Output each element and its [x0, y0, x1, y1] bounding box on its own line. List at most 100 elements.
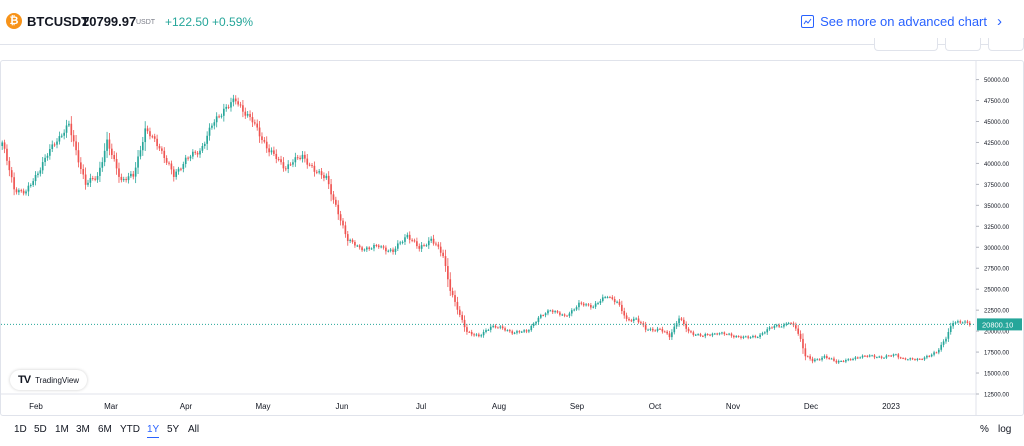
candle-body: [427, 240, 430, 246]
candle-body: [487, 329, 490, 331]
candle-body: [420, 245, 423, 249]
candle-body: [220, 115, 223, 117]
candle-body: [172, 169, 175, 177]
candle-body: [423, 245, 425, 247]
candle-body: [225, 106, 228, 109]
candle-body: [825, 356, 828, 359]
toolbar-tab[interactable]: [945, 38, 981, 51]
price-chart[interactable]: 50000.00 47500.00 45000.00 42500.00 40000.00…: [1, 61, 1023, 415]
candle-body: [237, 101, 239, 105]
candle-body: [964, 321, 966, 323]
candle-body: [592, 306, 595, 308]
candle-body: [387, 250, 390, 252]
candle-body: [806, 356, 809, 358]
advanced-chart-link[interactable]: See more on advanced chart ›: [801, 13, 1002, 30]
candle-body: [649, 328, 652, 330]
candle-body: [49, 148, 51, 156]
candle-body: [277, 159, 280, 161]
candle-body: [301, 154, 304, 159]
candle-body: [268, 148, 270, 153]
candle-body: [952, 323, 954, 327]
candle-body: [201, 145, 204, 151]
candle-body: [451, 290, 454, 296]
candle-body: [253, 122, 256, 124]
candle-body: [323, 175, 325, 179]
range-1d-button[interactable]: 1D: [14, 424, 27, 435]
candle-body: [335, 199, 337, 205]
log-scale-button[interactable]: log: [998, 424, 1012, 435]
candle-body: [68, 123, 70, 126]
percent-scale-button[interactable]: %: [980, 424, 989, 435]
candle-body: [661, 328, 664, 332]
candle-body: [666, 331, 668, 334]
x-tick-label: Oct: [649, 402, 662, 411]
candle-body: [125, 179, 127, 181]
range-3m-button[interactable]: 3M: [76, 424, 90, 435]
candle-body: [809, 356, 811, 359]
candle-body: [234, 98, 237, 102]
candle-body: [706, 333, 709, 335]
range-5d-button[interactable]: 5D: [34, 424, 47, 435]
toolbar-tab[interactable]: [988, 38, 1024, 51]
candle-body: [346, 234, 349, 242]
range-1y-button[interactable]: 1Y: [147, 424, 160, 438]
chart-frame[interactable]: 50000.00 47500.00 45000.00 42500.00 40000.00…: [0, 60, 1024, 416]
candle-body: [852, 358, 854, 360]
candle-body: [845, 359, 847, 362]
candle-body: [868, 355, 871, 357]
candle-body: [196, 152, 199, 155]
candle-body: [949, 326, 952, 333]
candle-body: [396, 243, 399, 249]
candle-body: [902, 357, 904, 359]
candle-body: [816, 359, 819, 361]
candle-body: [687, 328, 690, 332]
y-tick-label: 32500.00: [984, 225, 1010, 231]
candle-body: [6, 148, 8, 161]
candle-body: [208, 127, 211, 136]
candle-body: [389, 249, 392, 251]
symbol-name[interactable]: BTCUSDT: [27, 14, 90, 29]
x-tick-label: Aug: [492, 402, 506, 411]
candle-body: [678, 318, 680, 324]
candle-body: [25, 191, 27, 194]
candle-body: [473, 334, 475, 336]
candle-body: [911, 358, 914, 360]
range-6m-button[interactable]: 6M: [98, 424, 112, 435]
candle-body: [182, 163, 185, 170]
candle-body: [787, 323, 790, 325]
candle-body: [242, 105, 244, 112]
range-5y-button[interactable]: 5Y: [167, 424, 180, 435]
candle-body: [611, 297, 614, 300]
candle-body: [733, 335, 735, 338]
candle-body: [101, 162, 104, 168]
range-1m-button[interactable]: 1M: [55, 424, 69, 435]
candle-body: [82, 169, 85, 175]
candle-body: [413, 240, 416, 242]
candle-body: [930, 354, 933, 357]
tradingview-logo[interactable]: TV TradingView: [10, 370, 88, 390]
candle-body: [58, 136, 61, 142]
candle-body: [108, 139, 111, 149]
candle-body: [651, 328, 654, 331]
y-tick-label: 35000.00: [984, 204, 1010, 210]
candle-body: [501, 326, 504, 329]
candle-body: [530, 325, 533, 331]
candle-body: [270, 150, 273, 153]
candle-body: [273, 150, 275, 154]
candle-body: [146, 128, 149, 132]
candle-body: [828, 358, 831, 360]
range-ytd-button[interactable]: YTD: [120, 424, 140, 435]
tradingview-logo-icon: TV: [18, 374, 31, 386]
candle-body: [3, 142, 6, 149]
candle-body: [744, 336, 747, 338]
candle-body: [156, 138, 158, 147]
candle-body: [232, 98, 235, 103]
candle-body: [735, 336, 738, 338]
candle-body: [718, 333, 721, 335]
range-all-button[interactable]: All: [188, 424, 200, 435]
toolbar-tab[interactable]: [874, 38, 938, 51]
candle-body: [141, 142, 144, 151]
candle-body: [87, 182, 89, 185]
candle-body: [1, 142, 4, 147]
candle-body: [337, 204, 340, 215]
